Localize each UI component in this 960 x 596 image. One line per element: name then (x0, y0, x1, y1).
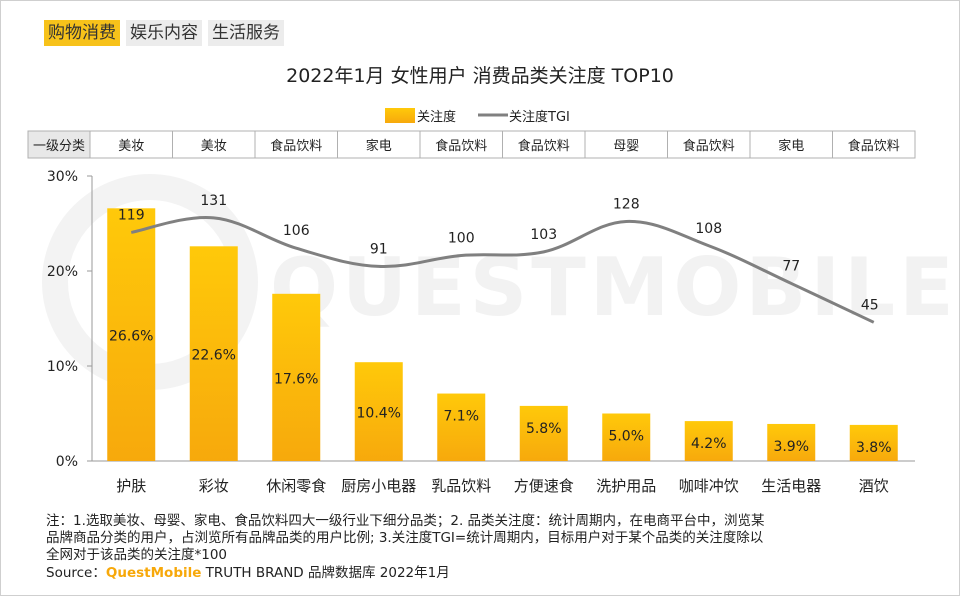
note-line-2: 品牌商品分类的用户，占浏览所有品牌品类的用户比例; 3.关注度TGI=统计周期内… (46, 529, 764, 546)
x-tick-label: 方便速食 (514, 477, 574, 495)
tgi-value-label: 131 (200, 193, 227, 209)
bar (684, 421, 733, 461)
bar-value-label: 7.1% (443, 409, 479, 425)
legend-bar-label: 关注度 (417, 109, 456, 125)
y-tick-label: 0% (56, 454, 78, 470)
x-tick-label: 彩妆 (199, 477, 229, 495)
tab-entertainment[interactable]: 娱乐内容 (126, 20, 202, 46)
tgi-value-label: 45 (861, 297, 879, 313)
tgi-line (130, 215, 875, 324)
y-tick-label: 10% (47, 359, 78, 375)
tab-life-services[interactable]: 生活服务 (208, 20, 284, 46)
x-tick-label: 休闲零食 (266, 477, 326, 495)
tgi-value-label: 77 (782, 258, 800, 274)
bar (107, 208, 156, 461)
tgi-value-label: 103 (530, 227, 557, 243)
note-line-3: 全网对于该品类的关注度*100 (46, 546, 227, 563)
note-line-1: 注：1.选取美妆、母婴、家电、食品饮料四大一级行业下细分品类；2. 品类关注度：… (46, 512, 765, 529)
bar-value-label: 5.8% (526, 421, 562, 437)
bar (849, 424, 898, 461)
tgi-value-label: 108 (695, 221, 722, 237)
legend-bar-swatch (385, 108, 415, 123)
source-suffix: TRUTH BRAND 品牌数据库 2022年1月 (201, 564, 449, 581)
primary-category-cell: 母婴 (613, 139, 639, 154)
source-prefix: Source： (46, 565, 106, 581)
tgi-value-label: 91 (370, 241, 388, 257)
legend-line-label: 关注度TGI (509, 109, 570, 125)
bar (272, 293, 321, 461)
source-line: Source：QuestMobile TRUTH BRAND 品牌数据库 202… (46, 564, 450, 581)
primary-category-cell: 家电 (778, 138, 804, 154)
primary-category-cell: 食品饮料 (270, 138, 322, 154)
bar-value-label: 3.9% (773, 439, 809, 455)
x-tick-label: 护肤 (116, 477, 146, 495)
tgi-value-label: 128 (613, 196, 640, 212)
source-brand: QuestMobile (106, 565, 202, 581)
watermark-text: QUESTMOBILE (270, 241, 958, 334)
bar (354, 362, 403, 461)
primary-category-header: 一级分类 (33, 139, 85, 154)
tgi-value-label: 100 (448, 231, 475, 247)
bar-value-label: 22.6% (192, 348, 236, 364)
x-tick-label: 生活电器 (761, 477, 821, 495)
bar-value-label: 10.4% (357, 406, 401, 422)
x-tick-label: 厨房小电器 (341, 477, 416, 495)
chart-title: 2022年1月 女性用户 消费品类关注度 TOP10 (286, 65, 674, 87)
x-tick-label: 洗护用品 (596, 477, 656, 495)
y-tick-label: 30% (47, 169, 78, 185)
bar (519, 405, 568, 461)
primary-category-cell: 食品饮料 (518, 138, 570, 154)
y-tick-label: 20% (47, 264, 78, 280)
primary-category-cell: 食品饮料 (435, 138, 487, 154)
tgi-value-label: 106 (283, 223, 310, 239)
primary-category-cell: 家电 (366, 138, 392, 154)
primary-category-cell: 美妆 (201, 139, 227, 154)
bar-value-label: 26.6% (109, 329, 153, 345)
primary-category-cell: 食品饮料 (848, 138, 900, 154)
bar (189, 246, 238, 461)
tab-shopping[interactable]: 购物消费 (44, 20, 120, 46)
bar (602, 413, 651, 461)
primary-category-cell: 食品饮料 (683, 138, 735, 154)
bar (767, 423, 816, 461)
bar-value-label: 3.8% (856, 440, 892, 456)
bar (437, 393, 486, 461)
bar-value-label: 5.0% (608, 429, 644, 445)
x-tick-label: 咖啡冲饮 (679, 477, 739, 495)
category-tabs: 购物消费 娱乐内容 生活服务 (44, 20, 284, 46)
bar-value-label: 17.6% (274, 371, 318, 387)
x-tick-label: 乳品饮料 (431, 477, 491, 495)
tgi-value-label: 119 (118, 207, 145, 223)
bar-value-label: 4.2% (691, 436, 727, 452)
primary-category-cell: 美妆 (118, 139, 144, 154)
x-tick-label: 酒饮 (859, 477, 889, 495)
